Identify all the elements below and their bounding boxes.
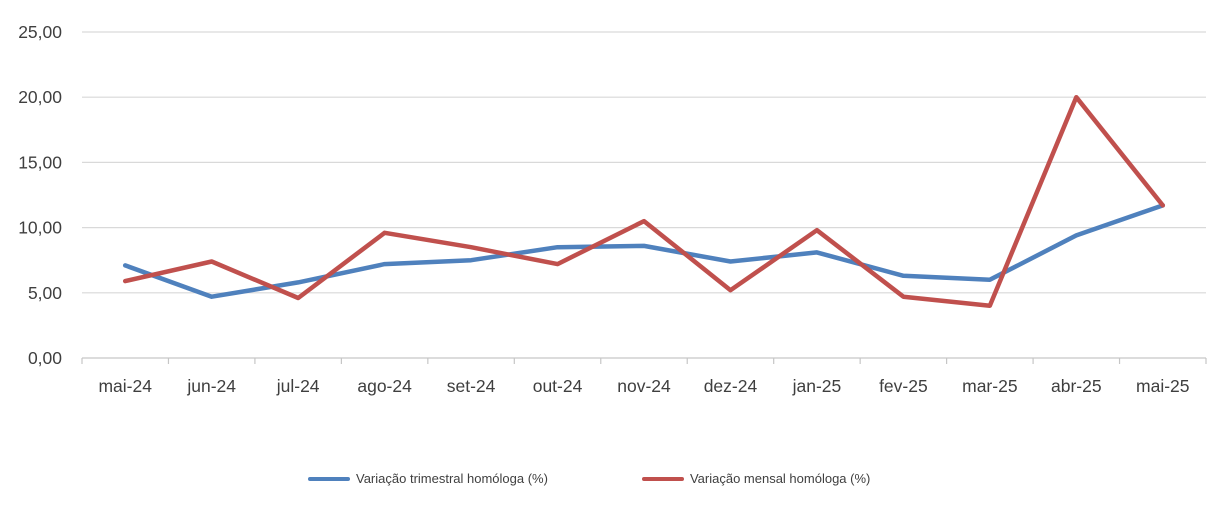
legend-line-swatch-trimestral [308, 476, 350, 481]
series-line-mensal [122, 94, 1166, 309]
x-tick-label: out-24 [533, 376, 583, 396]
y-tick-label: 5,00 [28, 283, 62, 303]
legend-label-trimestral: Variação trimestral homóloga (%) [356, 471, 548, 486]
series-line-trimestral [122, 203, 1166, 299]
x-tick-label: nov-24 [617, 376, 671, 396]
x-tick-label: mar-25 [962, 376, 1017, 396]
y-tick-label: 20,00 [18, 87, 62, 107]
y-tick-label: 10,00 [18, 218, 62, 238]
x-tick-label: mai-25 [1136, 376, 1190, 396]
y-tick-label: 0,00 [28, 348, 62, 368]
x-tick-label: set-24 [447, 376, 496, 396]
chart-legend: Variação trimestral homóloga (%) Variaçã… [308, 471, 870, 486]
x-tick-label: jun-24 [186, 376, 236, 396]
x-tick-label: dez-24 [704, 376, 758, 396]
y-tick-label: 15,00 [18, 152, 62, 172]
x-tick-label: abr-25 [1051, 376, 1102, 396]
x-tick-label: fev-25 [879, 376, 928, 396]
legend-label-mensal: Variação mensal homóloga (%) [689, 471, 871, 486]
legend-item-trimestral: Variação trimestral homóloga (%) [308, 471, 548, 486]
x-tick-label: ago-24 [357, 376, 412, 396]
y-tick-label: 25,00 [18, 22, 62, 42]
x-tick-label: jan-25 [792, 376, 842, 396]
legend-line-swatch-mensal [641, 476, 684, 481]
legend-item-mensal: Variação mensal homóloga (%) [641, 471, 871, 486]
plot-area: 0,00 5,00 10,00 15,00 20,00 25,00 mai-24 jun-24… [18, 22, 1207, 396]
x-tick-label: jul-24 [276, 376, 320, 396]
x-tick-label: mai-24 [98, 376, 152, 396]
